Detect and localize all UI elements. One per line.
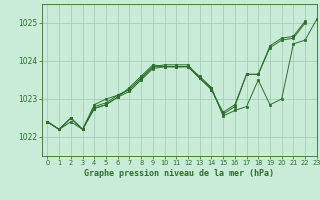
X-axis label: Graphe pression niveau de la mer (hPa): Graphe pression niveau de la mer (hPa) [84, 169, 274, 178]
